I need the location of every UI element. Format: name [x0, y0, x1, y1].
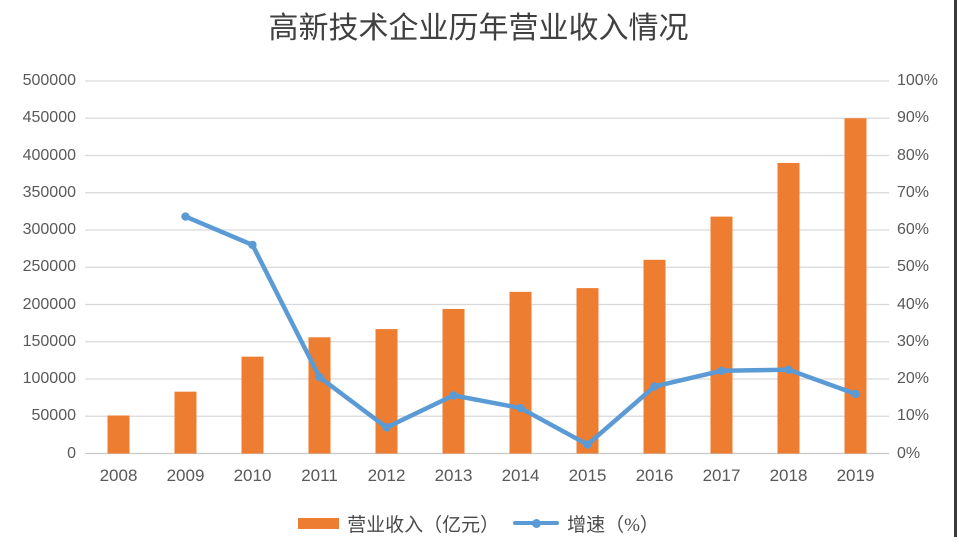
legend-label-growth: 增速（%）: [567, 514, 659, 536]
x-label-2012: 2012: [367, 466, 406, 485]
bar-2015[interactable]: [576, 288, 599, 454]
legend-item-revenue[interactable]: 营业收入（亿元）: [298, 510, 499, 537]
left-tick-100000: 100000: [22, 370, 76, 387]
right-tick-90%: 90%: [897, 109, 930, 127]
marker-2009[interactable]: [181, 212, 190, 221]
left-tick-500000: 500000: [22, 72, 76, 89]
window-edge-line: [954, 0, 957, 537]
right-tick-60%: 60%: [897, 221, 930, 238]
marker-2015[interactable]: [583, 440, 592, 449]
left-tick-450000: 450000: [22, 109, 76, 127]
marker-2010[interactable]: [248, 240, 257, 250]
legend-item-growth[interactable]: 增速（%）: [513, 510, 659, 537]
left-tick-50000: 50000: [31, 407, 77, 425]
bar-2018[interactable]: [777, 162, 800, 454]
x-label-2009: 2009: [166, 466, 205, 485]
marker-2018[interactable]: [784, 365, 793, 374]
marker-2014[interactable]: [516, 403, 525, 413]
x-label-2019: 2019: [836, 466, 875, 485]
right-tick-40%: 40%: [897, 295, 930, 313]
bar-2011[interactable]: [308, 337, 331, 454]
marker-2013[interactable]: [449, 391, 458, 400]
marker-2011[interactable]: [315, 372, 324, 382]
x-label-2013: 2013: [434, 466, 473, 485]
marker-2017[interactable]: [717, 366, 726, 376]
x-label-2018: 2018: [769, 466, 808, 485]
right-tick-30%: 30%: [897, 332, 930, 350]
line-series: [181, 212, 860, 449]
x-label-2017: 2017: [702, 466, 741, 485]
x-label-2008: 2008: [99, 466, 138, 485]
x-label-2011: 2011: [301, 466, 338, 485]
x-label-2014: 2014: [501, 466, 540, 485]
bar-2013[interactable]: [442, 308, 465, 454]
left-tick-300000: 300000: [22, 221, 76, 238]
right-tick-20%: 20%: [897, 370, 930, 387]
bar-2008[interactable]: [107, 415, 130, 454]
left-tick-0: 0: [67, 444, 76, 462]
left-tick-400000: 400000: [22, 146, 76, 164]
bar-2012[interactable]: [375, 329, 398, 454]
left-tick-200000: 200000: [22, 295, 76, 313]
left-tick-150000: 150000: [22, 332, 76, 350]
bar-2017[interactable]: [710, 216, 733, 454]
x-label-2010: 2010: [233, 466, 272, 485]
right-tick-50%: 50%: [897, 258, 930, 276]
legend: 营业收入（亿元） 增速（%）: [0, 508, 957, 538]
bar-2010[interactable]: [241, 356, 264, 454]
right-tick-10%: 10%: [897, 407, 930, 425]
right-tick-80%: 80%: [897, 146, 930, 164]
chart-title: 高新技术企业历年营业收入情况: [268, 12, 689, 45]
bar-2016[interactable]: [643, 259, 666, 454]
left-tick-250000: 250000: [22, 258, 76, 276]
bar-2014[interactable]: [509, 291, 532, 454]
left-tick-350000: 350000: [22, 183, 76, 201]
right-tick-100%: 100%: [897, 72, 938, 89]
bar-2019[interactable]: [844, 118, 867, 454]
marker-2016[interactable]: [650, 382, 659, 391]
line-swatch-icon: [513, 518, 560, 528]
gridlines: [85, 80, 889, 455]
bar-2009[interactable]: [174, 391, 197, 454]
right-tick-70%: 70%: [897, 183, 930, 201]
x-label-2016: 2016: [635, 466, 674, 485]
x-label-2015: 2015: [568, 466, 607, 485]
marker-2012[interactable]: [382, 423, 391, 432]
right-tick-0%: 0%: [897, 444, 921, 462]
legend-label-revenue: 营业收入（亿元）: [347, 514, 500, 536]
marker-2019[interactable]: [851, 389, 860, 399]
bar-swatch-icon: [298, 517, 340, 529]
